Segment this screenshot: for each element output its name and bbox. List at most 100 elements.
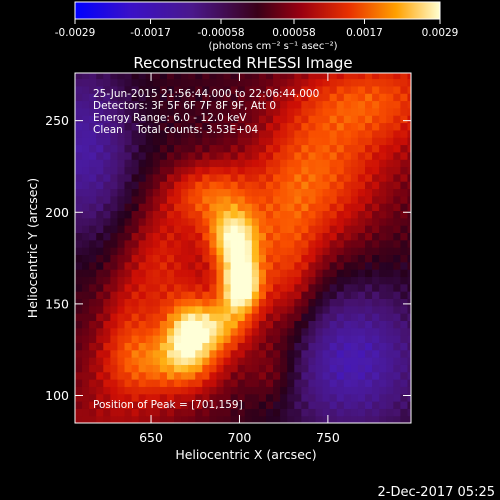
heatmap-cell	[287, 415, 295, 423]
heatmap-cell	[407, 305, 411, 314]
heatmap-cell	[350, 129, 359, 138]
heatmap-cell	[336, 247, 345, 256]
heatmap-cell	[216, 415, 225, 423]
heatmap-cell	[322, 203, 331, 212]
heatmap-cell	[117, 261, 126, 270]
heatmap-cell	[386, 379, 394, 387]
colorbar-gradient	[74, 1, 441, 20]
heatmap-cell	[343, 335, 352, 343]
heatmap-cell	[315, 122, 324, 131]
heatmap-cell	[131, 203, 140, 212]
heatmap-cell	[131, 379, 140, 387]
heatmap-cell	[251, 232, 260, 241]
heatmap-cell	[103, 254, 111, 263]
heatmap-cell	[329, 247, 338, 256]
heatmap-cell	[96, 166, 104, 175]
heatmap-cell	[393, 269, 401, 278]
heatmap-cell	[350, 283, 359, 292]
heatmap-cell	[110, 254, 119, 263]
heatmap-cell	[237, 122, 246, 131]
heatmap-cell	[350, 357, 359, 365]
heatmap-cell	[273, 386, 281, 395]
heatmap-cell	[336, 291, 345, 299]
heatmap-cell	[365, 269, 373, 278]
x-axis-ticks: 650 700 750	[139, 73, 340, 445]
heatmap-cell	[110, 357, 119, 365]
heatmap-cell	[251, 93, 260, 102]
heatmap-cell	[343, 210, 352, 219]
heatmap-cell	[138, 408, 147, 417]
heatmap-cell	[280, 203, 288, 212]
heatmap-cell	[237, 93, 246, 102]
heatmap-cell	[145, 254, 154, 263]
heatmap-cell	[294, 129, 302, 138]
heatmap-cell	[75, 364, 83, 373]
heatmap-cell	[393, 93, 401, 102]
heatmap-cell	[174, 173, 182, 182]
heatmap-cell	[280, 364, 288, 373]
heatmap-cell	[202, 107, 210, 116]
heatmap-cell	[138, 210, 147, 219]
heatmap-cell	[372, 247, 380, 256]
heatmap-cell	[82, 137, 90, 146]
heatmap-cell	[216, 320, 225, 329]
heatmap-cell	[174, 415, 182, 423]
heatmap-cell	[202, 181, 210, 190]
heatmap-cell	[336, 78, 345, 87]
heatmap-cell	[145, 232, 154, 241]
heatmap-cell	[82, 335, 90, 343]
heatmap-cell	[308, 144, 317, 153]
heatmap-cell	[393, 144, 401, 153]
heatmap-cell	[322, 107, 331, 116]
heatmap-cell	[322, 247, 331, 256]
heatmap-cell	[216, 232, 225, 241]
heatmap-cell	[350, 195, 359, 204]
heatmap-cell	[379, 342, 387, 351]
heatmap-cell	[372, 327, 380, 336]
heatmap-cell	[138, 159, 147, 168]
heatmap-cell	[216, 210, 225, 219]
heatmap-cell	[237, 371, 246, 380]
heatmap-cell	[124, 203, 133, 212]
heatmap-cell	[230, 85, 239, 94]
heatmap-cell	[308, 166, 317, 175]
heatmap-cell	[152, 261, 161, 270]
heatmap-cell	[209, 137, 218, 146]
heatmap-cell	[336, 195, 345, 204]
heatmap-cell	[273, 188, 281, 197]
heatmap-cell	[407, 151, 411, 160]
heatmap-cell	[117, 254, 126, 263]
heatmap-cell	[117, 269, 126, 278]
heatmap-cell	[386, 239, 394, 248]
heatmap-cell	[124, 195, 133, 204]
heatmap-cell	[237, 283, 246, 292]
heatmap-cell	[223, 115, 232, 124]
heatmap-cell	[152, 283, 161, 292]
heatmap-cell	[237, 357, 246, 365]
heatmap-cell	[280, 100, 288, 109]
heatmap-cell	[251, 401, 260, 409]
heatmap-cell	[365, 203, 373, 212]
heatmap-cell	[223, 85, 232, 94]
heatmap-cell	[223, 305, 232, 314]
heatmap-cell	[195, 217, 203, 226]
heatmap-cell	[315, 364, 324, 373]
heatmap-cell	[258, 254, 267, 263]
heatmap-cell	[131, 349, 140, 358]
heatmap-cell	[75, 203, 83, 212]
heatmap-cell	[216, 73, 225, 80]
heatmap-cell	[265, 210, 274, 219]
heatmap-cell	[379, 364, 387, 373]
heatmap-cell	[110, 327, 119, 336]
heatmap-cell	[343, 217, 352, 226]
heatmap-cell	[258, 342, 267, 351]
heatmap-cell	[294, 173, 302, 182]
heatmap-cell	[287, 335, 295, 343]
heatmap-cell	[96, 364, 104, 373]
heatmap-cell	[386, 313, 394, 321]
heatmap-cell	[181, 247, 189, 256]
heatmap-cell	[294, 357, 302, 365]
heatmap-cell	[407, 100, 411, 109]
heatmap-cell	[103, 393, 111, 402]
heatmap-cell	[386, 247, 394, 256]
